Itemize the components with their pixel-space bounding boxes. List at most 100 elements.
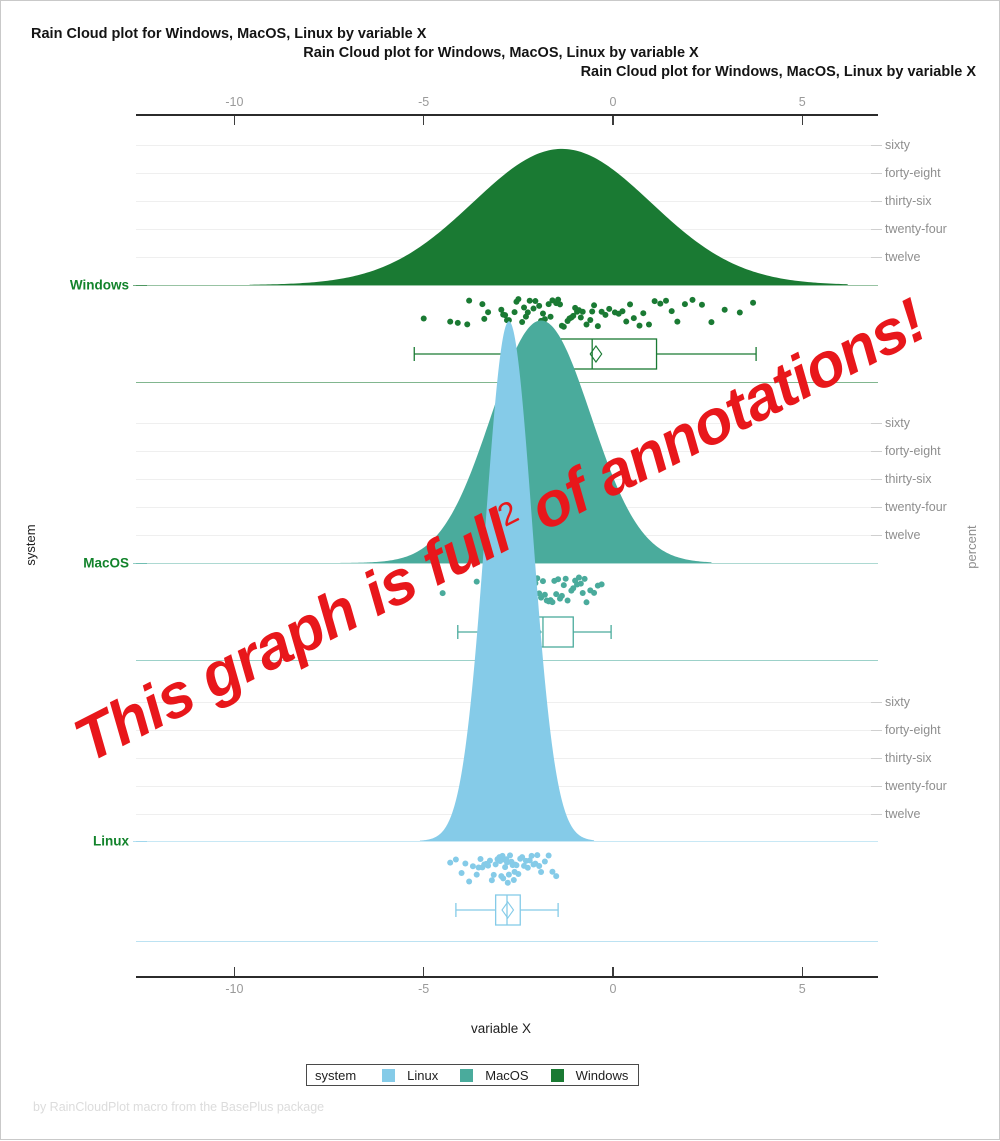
legend[interactable]: system Linux MacOS Windows <box>306 1064 640 1086</box>
percent-tick-label: twenty-four <box>885 779 947 793</box>
data-point <box>591 302 598 309</box>
density-curve <box>249 148 848 285</box>
percent-tick <box>871 535 882 536</box>
data-point <box>549 599 556 606</box>
data-point <box>466 297 473 304</box>
x-tick-bottom <box>801 967 803 976</box>
percent-tick <box>871 758 882 759</box>
percent-tick-label: sixty <box>885 138 910 152</box>
data-point <box>477 855 484 862</box>
category-label-text: MacOS <box>83 555 129 571</box>
data-point <box>524 309 531 316</box>
data-point <box>473 871 480 878</box>
x-tick-top <box>423 115 425 125</box>
data-point <box>515 871 522 878</box>
data-point <box>587 317 594 324</box>
legend-title: system <box>315 1067 357 1083</box>
data-point <box>555 576 562 583</box>
data-point <box>589 308 596 315</box>
data-point <box>598 581 605 588</box>
data-point <box>557 301 563 308</box>
data-point <box>454 319 461 326</box>
data-point <box>581 575 588 582</box>
data-point <box>545 852 552 859</box>
data-point <box>558 592 565 599</box>
legend-swatch-macos <box>460 1068 474 1082</box>
data-point <box>560 582 567 589</box>
data-point <box>579 308 586 315</box>
legend-item-windows[interactable]: Windows <box>550 1067 629 1083</box>
x-tick-bottom <box>423 967 425 976</box>
data-point <box>420 315 427 322</box>
percent-tick-label: forty-eight <box>885 166 941 180</box>
data-point <box>485 309 492 316</box>
data-point <box>505 317 512 324</box>
data-point <box>485 862 492 869</box>
panel-baseline <box>136 841 878 843</box>
percent-tick-label: thirty-six <box>885 751 932 765</box>
data-point <box>549 868 556 875</box>
legend-item-linux[interactable]: Linux <box>382 1068 438 1083</box>
data-point <box>519 319 526 326</box>
data-point <box>698 301 705 308</box>
data-point <box>619 308 626 315</box>
percent-tick-label: twelve <box>885 250 921 264</box>
x-tick-label-bottom: -5 <box>418 982 430 996</box>
box-plot <box>455 894 559 926</box>
data-point <box>521 304 528 311</box>
data-point <box>504 879 511 886</box>
data-point <box>498 306 505 313</box>
legend-item-macos[interactable]: MacOS <box>460 1068 529 1083</box>
data-points <box>447 852 560 886</box>
data-point <box>570 312 577 319</box>
data-point <box>466 878 473 885</box>
category-label-text: Linux <box>93 833 129 849</box>
data-point <box>439 590 446 597</box>
data-point <box>640 310 647 317</box>
percent-tick <box>871 257 882 258</box>
legend-label: Windows <box>575 1067 629 1083</box>
data-point <box>708 319 715 326</box>
data-point <box>532 298 539 305</box>
data-point <box>663 297 669 304</box>
legend-swatch-linux <box>382 1068 396 1082</box>
data-point <box>511 309 518 316</box>
data-point <box>594 323 601 330</box>
data-point <box>462 860 469 867</box>
y-axis-title: system <box>23 524 38 566</box>
percent-tick <box>871 229 882 230</box>
x-tick-label-bottom: 5 <box>798 982 806 996</box>
data-point <box>534 852 541 859</box>
data-point <box>538 868 545 875</box>
data-point <box>689 296 696 303</box>
category-tick <box>133 563 147 565</box>
box-iqr <box>494 894 521 926</box>
percent-gridline <box>136 145 878 146</box>
data-point <box>513 862 520 869</box>
percent-tick <box>871 507 882 508</box>
data-point <box>651 298 658 305</box>
data-point <box>510 876 517 883</box>
percent-tick-label: twenty-four <box>885 222 947 236</box>
percent-tick <box>871 423 882 424</box>
x-tick-label-top: -10 <box>225 95 244 109</box>
data-point <box>469 863 476 870</box>
data-point <box>502 312 509 319</box>
data-point <box>591 589 598 596</box>
data-point <box>545 301 552 308</box>
data-point <box>750 299 757 306</box>
density-curve <box>419 321 595 841</box>
title-center: Rain Cloud plot for Windows, MacOS, Linu… <box>303 45 699 61</box>
percent-tick-label: sixty <box>885 695 910 709</box>
legend-swatch-windows <box>550 1068 564 1082</box>
x-tick-label-bottom: 0 <box>609 982 617 996</box>
percent-tick <box>871 451 882 452</box>
box-plot <box>413 338 757 370</box>
data-point <box>674 318 681 325</box>
x-axis-title: variable X <box>470 1021 532 1036</box>
data-point <box>490 871 497 878</box>
percent-tick-label: twelve <box>885 807 921 821</box>
data-point <box>539 310 546 317</box>
